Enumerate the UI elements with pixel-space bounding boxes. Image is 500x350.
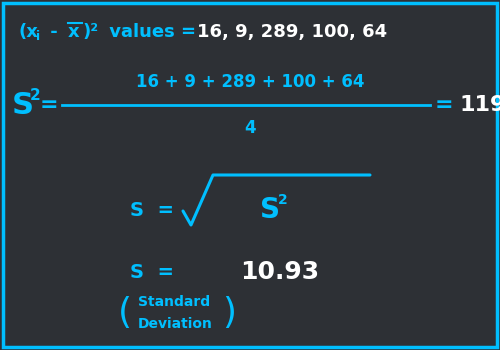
Text: 2: 2 xyxy=(278,193,288,207)
Text: (: ( xyxy=(118,296,132,330)
Text: ): ) xyxy=(222,296,236,330)
Text: =: = xyxy=(40,95,58,115)
Text: i: i xyxy=(36,30,40,43)
Text: (x: (x xyxy=(18,23,38,41)
Text: S: S xyxy=(12,91,34,119)
Text: )²: )² xyxy=(82,23,98,41)
Text: 16, 9, 289, 100, 64: 16, 9, 289, 100, 64 xyxy=(197,23,387,41)
Text: -: - xyxy=(44,23,64,41)
Text: S: S xyxy=(260,196,280,224)
Text: 119.5: 119.5 xyxy=(460,95,500,115)
Text: x: x xyxy=(68,23,80,41)
Text: S  =: S = xyxy=(130,201,174,219)
Text: Standard: Standard xyxy=(138,295,210,309)
Text: 2: 2 xyxy=(30,88,41,103)
Text: =: = xyxy=(435,95,462,115)
Text: values =: values = xyxy=(103,23,196,41)
Text: S  =: S = xyxy=(130,262,174,281)
Text: 4: 4 xyxy=(244,119,256,137)
Text: 10.93: 10.93 xyxy=(240,260,319,284)
Text: Deviation: Deviation xyxy=(138,317,213,331)
Text: 16 + 9 + 289 + 100 + 64: 16 + 9 + 289 + 100 + 64 xyxy=(136,73,364,91)
